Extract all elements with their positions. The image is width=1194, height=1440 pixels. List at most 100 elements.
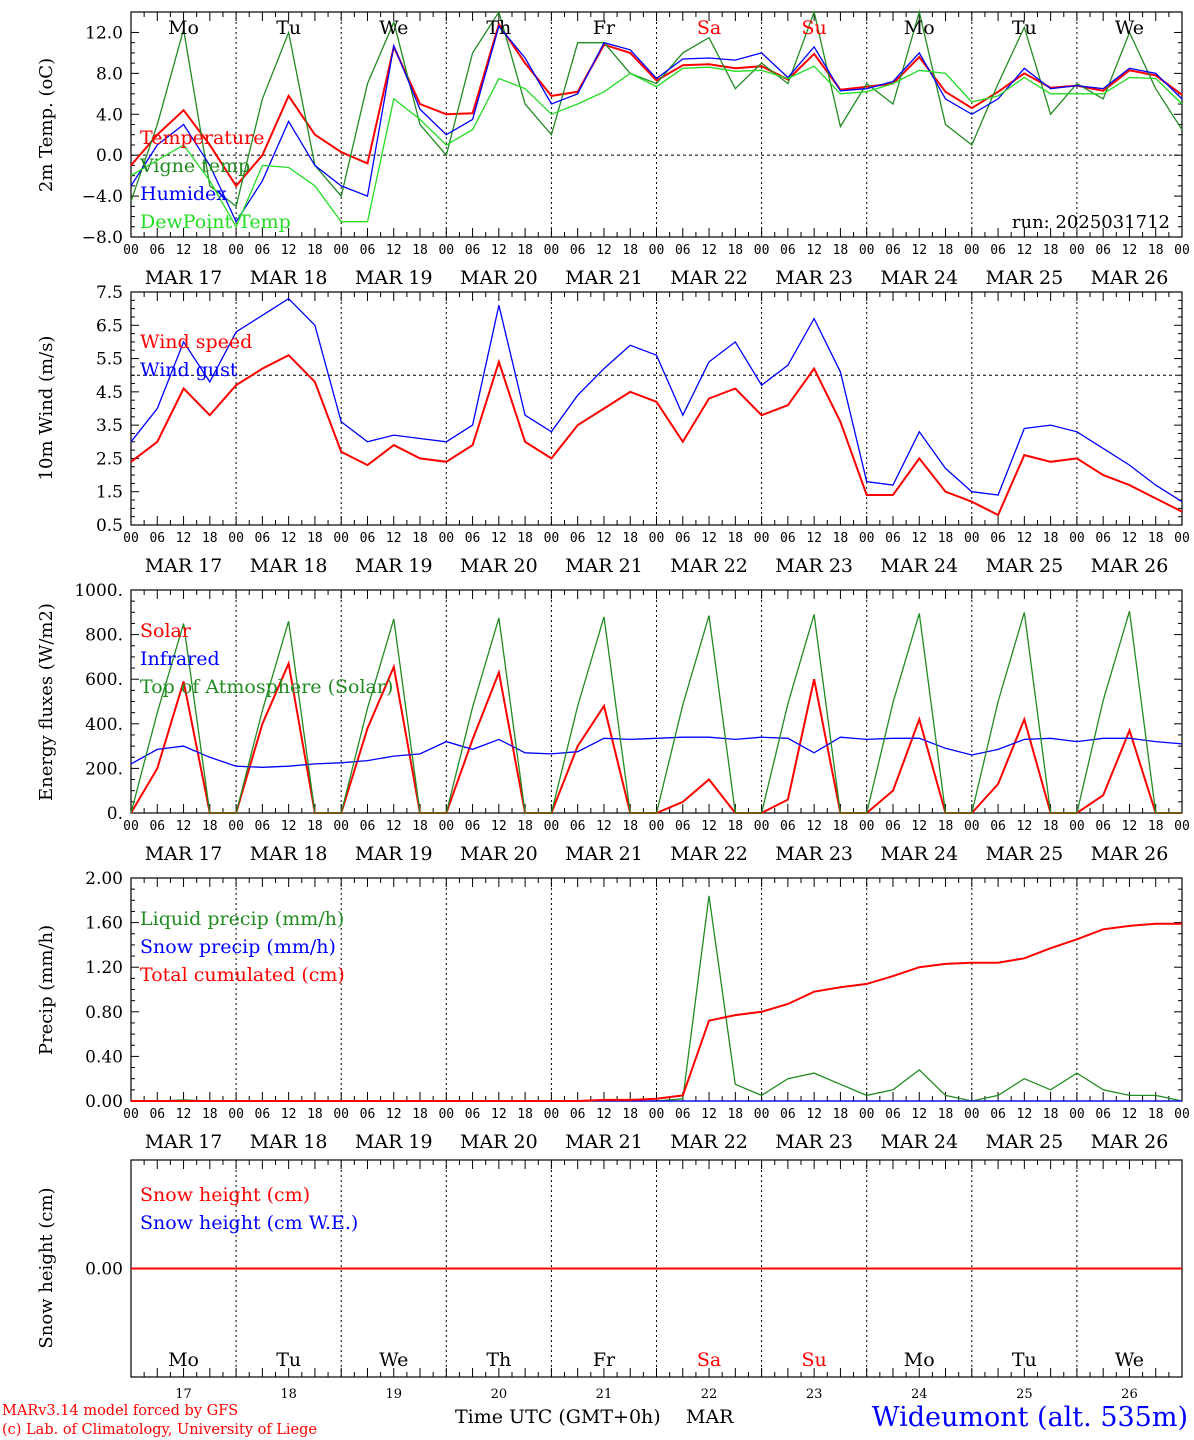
hour-tick-label: 00 (964, 531, 980, 546)
date-label: MAR 25 (985, 1131, 1063, 1153)
hour-tick-label: 12 (281, 1107, 297, 1122)
legend-entry: Temperature (140, 127, 264, 149)
date-label: MAR 25 (985, 843, 1063, 865)
hour-tick-label: 06 (255, 243, 271, 258)
date-label: MAR 26 (1091, 1131, 1169, 1153)
hour-tick-label: 12 (806, 531, 822, 546)
hour-tick-label: 00 (438, 819, 454, 834)
hour-tick-label: 00 (649, 1107, 665, 1122)
hour-tick-label: 12 (1017, 531, 1033, 546)
weekday-label-bottom: Tu (1012, 1349, 1037, 1371)
date-label: MAR 23 (775, 1131, 853, 1153)
hour-tick-label: 18 (1043, 819, 1059, 834)
hour-tick-label: 00 (1069, 243, 1085, 258)
hour-tick-label: 06 (780, 1107, 796, 1122)
hour-tick-label: 18 (412, 819, 428, 834)
hour-tick-label: 12 (491, 819, 507, 834)
hour-tick-label: 18 (833, 531, 849, 546)
hour-tick-label: 12 (1122, 819, 1138, 834)
hour-tick-label: 18 (1148, 1107, 1164, 1122)
hour-tick-label: 06 (149, 243, 165, 258)
hour-tick-label: 00 (859, 819, 875, 834)
weekday-label-top: Tu (276, 17, 301, 39)
hour-tick-label: 18 (833, 1107, 849, 1122)
hour-tick-label: 06 (570, 243, 586, 258)
series-line-top-of-atmosphere-solar- (130, 611, 1182, 814)
weekday-label-bottom: Fr (593, 1349, 616, 1371)
hour-tick-label: 06 (780, 243, 796, 258)
date-label: MAR 24 (880, 555, 958, 577)
y-axis-title: Snow height (cm) (36, 1187, 57, 1348)
weekday-label-top: Th (486, 17, 511, 39)
legend-entry: DewPoint Temp (140, 211, 291, 233)
y-tick-label: 4.5 (96, 383, 123, 403)
date-label: MAR 20 (460, 555, 538, 577)
hour-tick-label: 00 (1174, 819, 1190, 834)
hour-tick-label: 06 (780, 531, 796, 546)
hour-tick-label: 18 (412, 531, 428, 546)
hour-tick-label: 18 (202, 243, 218, 258)
weekday-label-top: Tu (1012, 17, 1037, 39)
hour-tick-label: 18 (517, 243, 533, 258)
hour-tick-label: 06 (885, 243, 901, 258)
hour-tick-label: 00 (649, 531, 665, 546)
hour-tick-label: 00 (1069, 1107, 1085, 1122)
hour-tick-label: 12 (491, 531, 507, 546)
hour-tick-label: 00 (544, 243, 560, 258)
y-tick-label: 200. (85, 759, 123, 779)
date-label: MAR 20 (460, 1131, 538, 1153)
hour-tick-label: 00 (228, 243, 244, 258)
hour-tick-label: 06 (255, 1107, 271, 1122)
weekday-label-top: Fr (593, 17, 616, 39)
hour-tick-label: 00 (649, 819, 665, 834)
hour-tick-label: 06 (570, 819, 586, 834)
hour-tick-label: 12 (806, 1107, 822, 1122)
hour-tick-label: 18 (412, 243, 428, 258)
panel-5: 0.00 Snow height (cm) Snow height (cm) Snow… (36, 1159, 1183, 1378)
hour-tick-label: 06 (990, 243, 1006, 258)
y-tick-label: 0.40 (85, 1047, 123, 1067)
date-label: MAR 18 (250, 267, 328, 289)
panel-2: 7.5 6.5 5.5 4.5 3.5 2.5 1.5 0.5 10m Wind (m/s) Wi… (36, 283, 1190, 577)
hour-tick-label: 06 (255, 531, 271, 546)
weekday-label-top: Mo (904, 17, 935, 39)
hour-tick-label: 18 (1043, 243, 1059, 258)
hour-tick-label: 00 (438, 531, 454, 546)
hour-tick-label: 00 (649, 243, 665, 258)
legend-entry: Snow height (cm W.E.) (140, 1212, 358, 1234)
date-label: MAR 23 (775, 555, 853, 577)
hour-tick-label: 12 (806, 819, 822, 834)
hour-tick-label: 18 (727, 531, 743, 546)
date-label: MAR 17 (145, 555, 223, 577)
hour-tick-label: 00 (544, 531, 560, 546)
hour-tick-label: 06 (1095, 1107, 1111, 1122)
hour-tick-label: 06 (360, 243, 376, 258)
hour-tick-label: 18 (1043, 531, 1059, 546)
date-label: MAR 17 (145, 843, 223, 865)
hour-tick-label: 12 (596, 1107, 612, 1122)
hour-tick-label: 00 (1174, 243, 1190, 258)
date-label: MAR 26 (1091, 555, 1169, 577)
hour-tick-label: 00 (1174, 531, 1190, 546)
y-tick-label: 8.0 (96, 64, 123, 84)
hour-tick-label: 00 (754, 1107, 770, 1122)
hour-tick-label: 12 (281, 243, 297, 258)
y-tick-label: 1000. (74, 581, 123, 601)
date-label: MAR 19 (355, 843, 433, 865)
day-number-label: 20 (491, 1387, 508, 1402)
hour-tick-label: 00 (544, 1107, 560, 1122)
weekday-label-bottom: Th (486, 1349, 511, 1371)
day-number-label: 26 (1121, 1387, 1138, 1402)
day-number-label: 23 (806, 1387, 823, 1402)
weekday-label-bottom: Tu (276, 1349, 301, 1371)
hour-tick-label: 00 (1174, 1107, 1190, 1122)
series-line-wind-speed (130, 353, 1183, 517)
hour-tick-label: 18 (833, 243, 849, 258)
hour-tick-label: 18 (412, 1107, 428, 1122)
weekday-label-bottom: We (379, 1349, 408, 1371)
hour-tick-label: 06 (1095, 819, 1111, 834)
day-number-label: 22 (701, 1387, 718, 1402)
hour-tick-label: 00 (333, 819, 349, 834)
hour-tick-label: 06 (570, 531, 586, 546)
y-tick-label: 0.0 (96, 146, 123, 166)
